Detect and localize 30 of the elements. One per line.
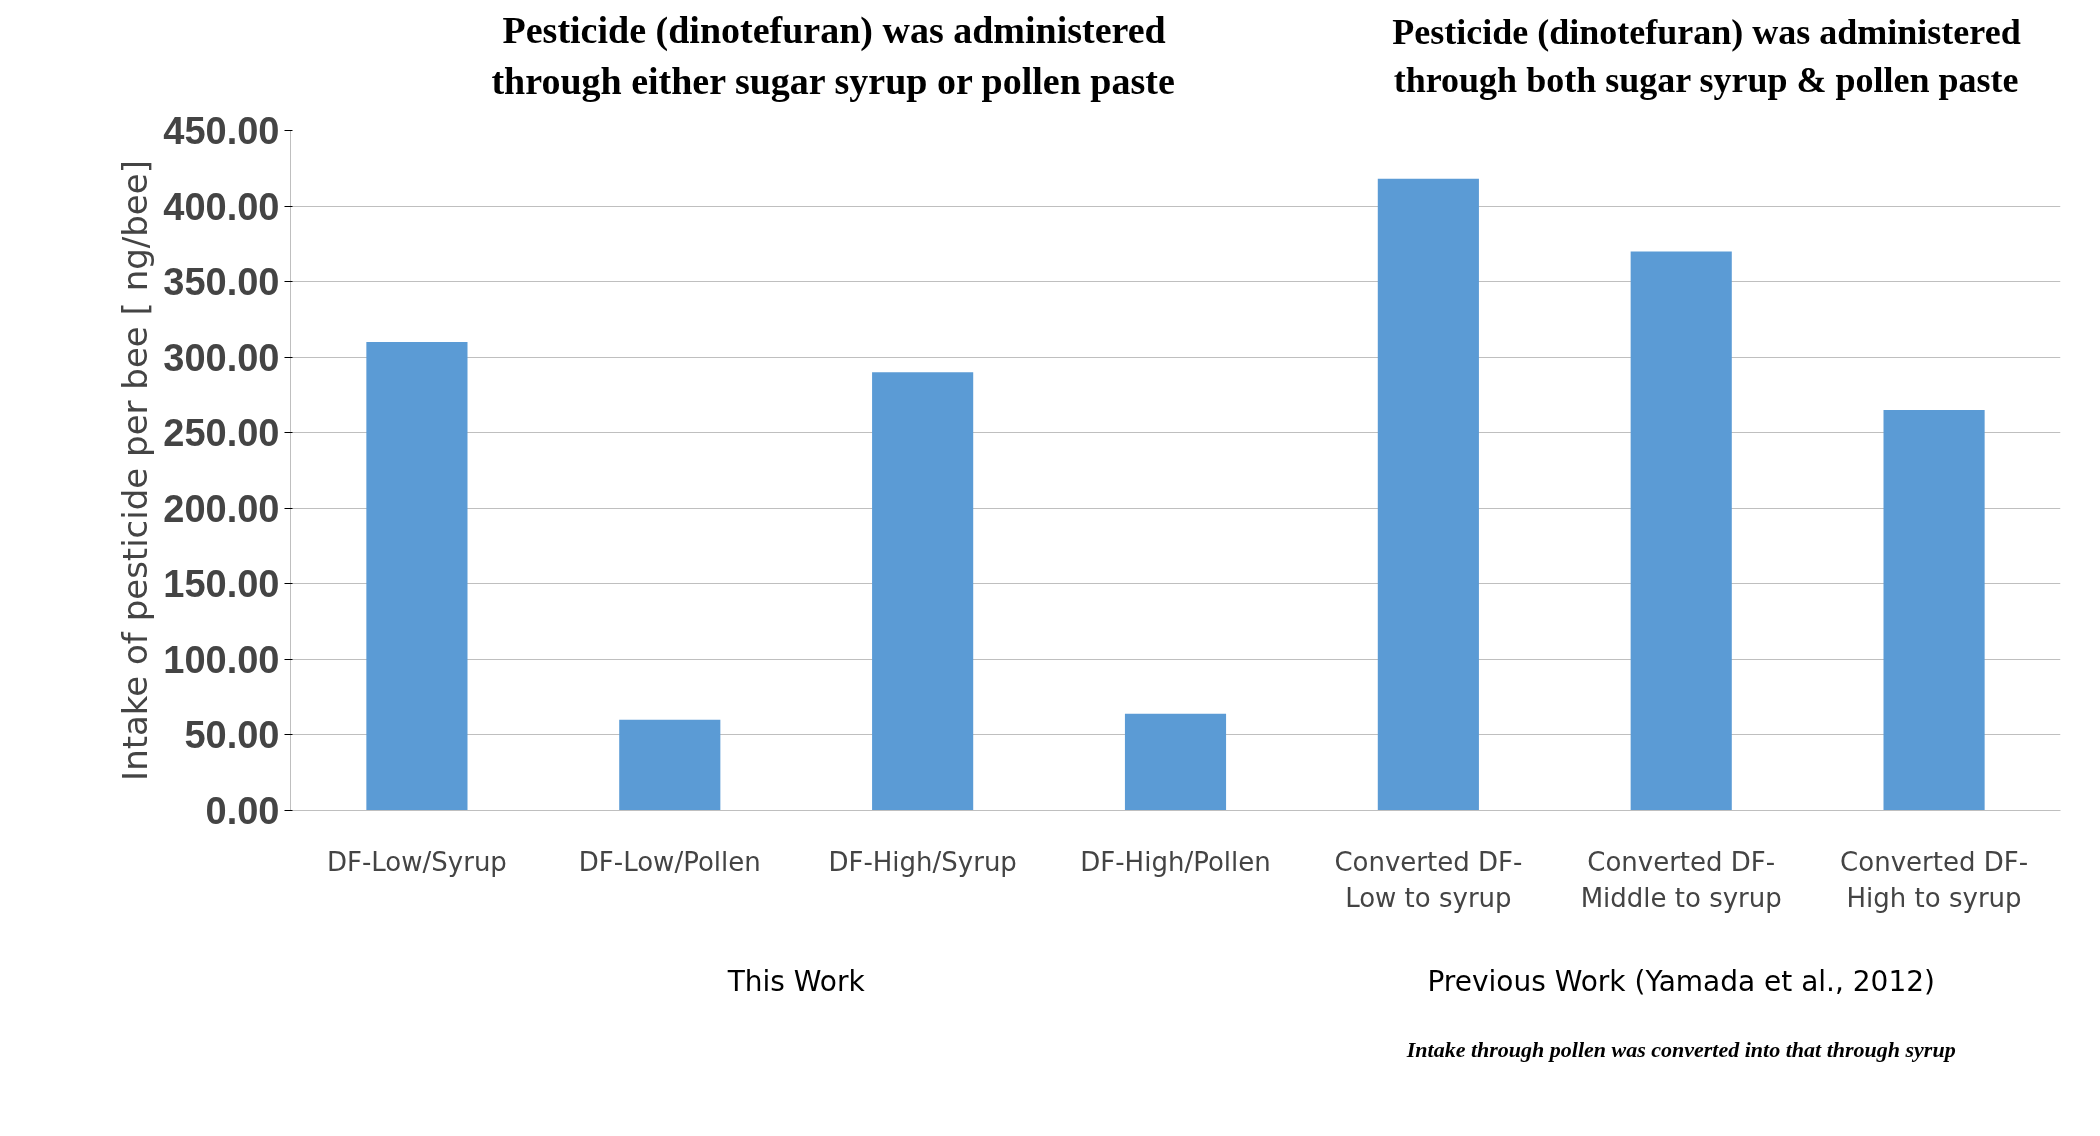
- text: Previous Work (Yamada et al., 2012): [1427, 965, 1935, 998]
- text: Pesticide (dinotefuran) was administered through either sugar syrup or pollen paste: [491, 9, 1175, 102]
- x-tick-label: DF-Low/Pollen: [578, 846, 761, 877]
- text: This Work: [726, 965, 866, 998]
- x-tick-label: Converted DF- High to syrup: [1840, 846, 2029, 913]
- bar: [1630, 251, 1732, 811]
- y-tick-label: 350.00: [163, 261, 280, 304]
- y-tick-label: 100.00: [163, 638, 280, 681]
- y-tick-label: 450.00: [163, 110, 280, 152]
- x-tick-label: DF-High/Pollen: [1080, 846, 1271, 877]
- bar: [366, 342, 468, 811]
- y-tick-label: 250.00: [163, 412, 280, 455]
- y-tick-label: 200.00: [163, 487, 280, 530]
- bar: [1883, 410, 1985, 811]
- bar: [1377, 178, 1479, 811]
- bar: [619, 719, 721, 811]
- y-tick-label: 50.00: [184, 714, 280, 757]
- x-tick-label: DF-High/Syrup: [828, 846, 1017, 877]
- y-axis-title: Intake of pesticide per bee [ ng/bee]: [115, 160, 156, 781]
- x-tick-label: DF-Low/Syrup: [326, 846, 507, 877]
- bar: [1124, 713, 1227, 811]
- y-tick-label: 300.00: [163, 336, 280, 379]
- y-tick-label: 400.00: [163, 185, 280, 228]
- y-tick-label: 0.00: [205, 790, 280, 832]
- x-tick-label: Converted DF- Middle to syrup: [1580, 846, 1782, 913]
- text: Pesticide (dinotefuran) was administered through both sugar syrup & pollen paste: [1392, 11, 2021, 100]
- x-tick-label: Converted DF- Low to syrup: [1334, 846, 1523, 913]
- text: Intake through pollen was converted into that through syrup: [1405, 1037, 1956, 1062]
- y-tick-label: 150.00: [163, 563, 280, 606]
- bar: [872, 372, 974, 811]
